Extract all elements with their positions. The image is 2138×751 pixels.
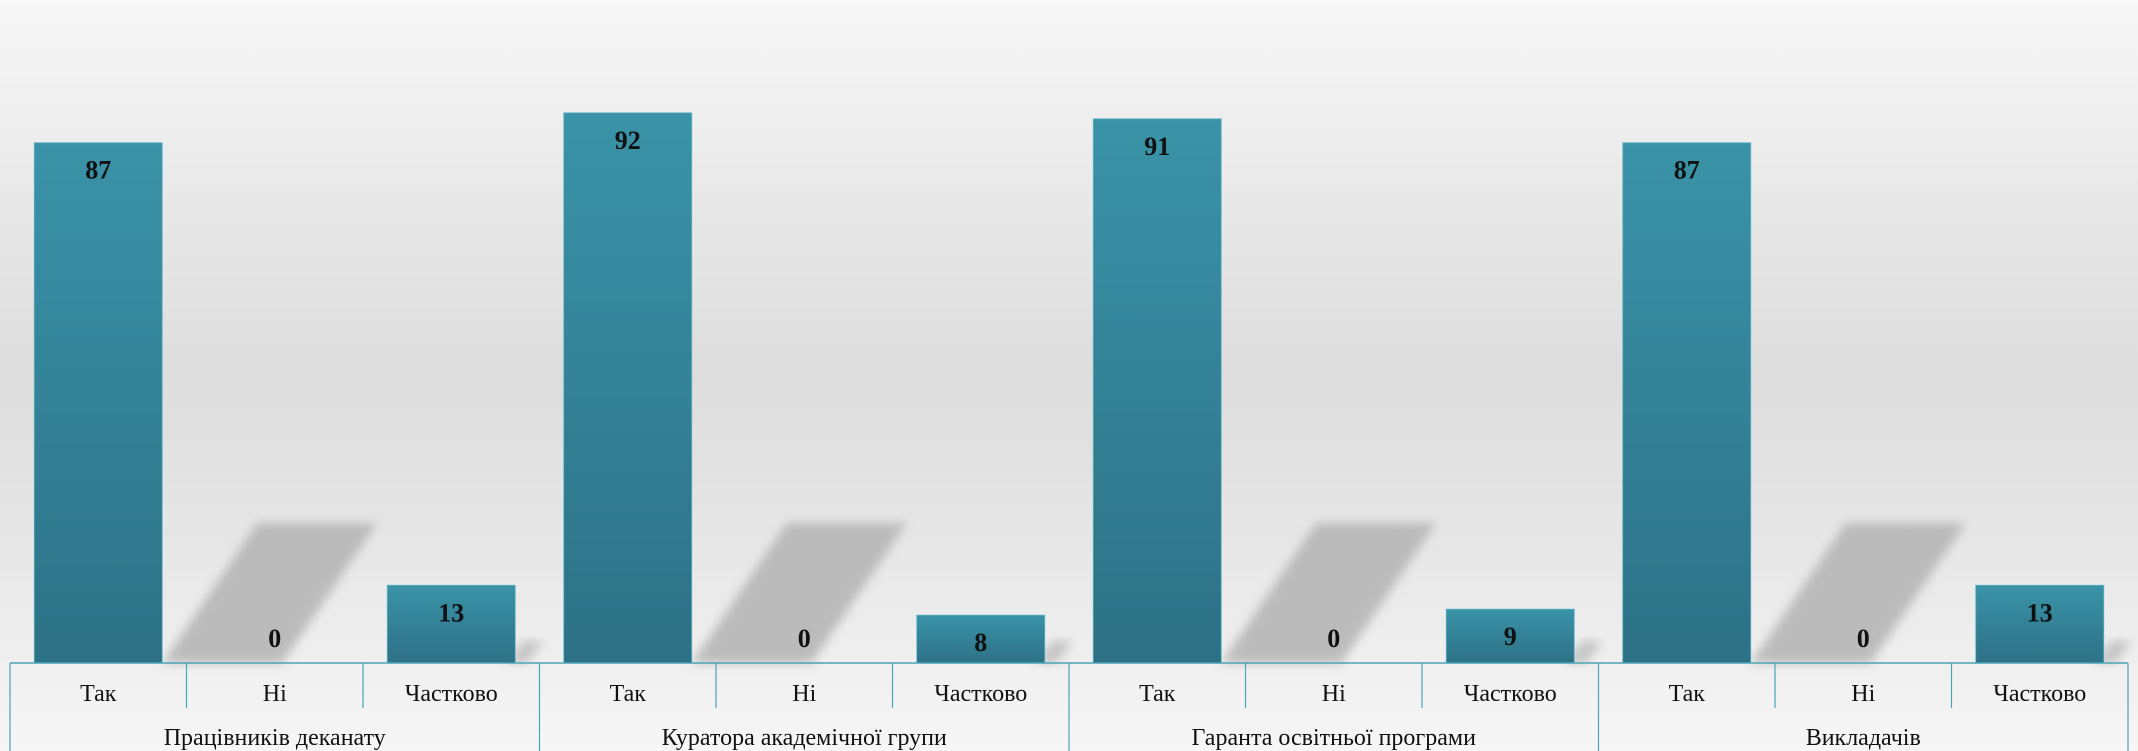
bar: [1622, 142, 1752, 664]
category-label: Частково: [1993, 681, 2086, 707]
category-label: Так: [1669, 681, 1706, 707]
data-label: 0: [268, 624, 281, 653]
bars: [33, 112, 2105, 664]
data-label: 87: [85, 156, 111, 185]
data-label: 0: [1857, 624, 1870, 653]
data-label: 0: [798, 624, 811, 653]
category-label: Частково: [1464, 681, 1557, 707]
category-label: Частково: [405, 681, 498, 707]
bar-shadow: [1750, 523, 1966, 663]
category-label: Ні: [263, 681, 287, 707]
category-label: Ні: [1322, 681, 1346, 707]
group-label: Гаранта освітньої програми: [1192, 725, 1477, 751]
data-label: 13: [2027, 598, 2053, 627]
category-label: Так: [1139, 681, 1176, 707]
group-label: Викладачів: [1806, 725, 1921, 751]
category-label: Так: [610, 681, 647, 707]
data-label: 91: [1144, 132, 1170, 161]
category-label: Частково: [934, 681, 1027, 707]
group-label: Куратора академічної групи: [662, 725, 947, 751]
data-label: 8: [974, 628, 987, 657]
bar: [563, 112, 693, 664]
category-label: Так: [80, 681, 117, 707]
data-label: 87: [1674, 156, 1700, 185]
bar-shadow: [162, 523, 378, 663]
value-labels: 87 0 13 92 0 8 91 0 9 87 0 13: [85, 126, 2053, 657]
bar: [33, 142, 163, 664]
bar: [386, 584, 516, 664]
bar: [916, 614, 1046, 664]
category-label: Ні: [792, 681, 816, 707]
category-label: Ні: [1851, 681, 1875, 707]
bar-shadow: [1221, 523, 1437, 663]
bar: [1975, 584, 2105, 664]
bar: [1092, 118, 1222, 664]
group-label: Працівників деканату: [164, 725, 386, 751]
bar-shadow: [691, 523, 907, 663]
data-label: 0: [1327, 624, 1340, 653]
data-label: 9: [1504, 622, 1517, 651]
bar-shadows: [162, 523, 2132, 663]
data-label: 13: [438, 598, 464, 627]
category-axis: Так Ні Частково Працівників деканату Так Ні Ча…: [9, 662, 2129, 751]
data-label: 92: [615, 126, 641, 155]
bar: [1445, 608, 1575, 664]
